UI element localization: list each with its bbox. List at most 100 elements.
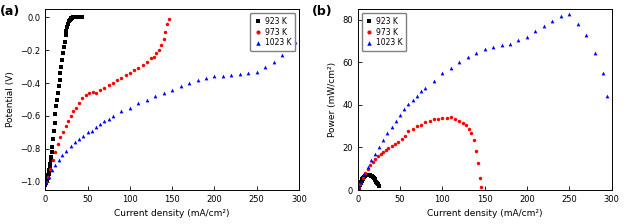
923 K [46, 162, 54, 165]
973 K [134, 67, 142, 70]
973 K [59, 131, 67, 134]
1023 K [532, 30, 539, 33]
1023 K [287, 47, 294, 50]
923 K [359, 177, 367, 179]
973 K [391, 143, 399, 145]
923 K [359, 178, 366, 181]
1023 K [357, 180, 365, 183]
1023 K [355, 187, 362, 189]
973 K [462, 123, 470, 126]
973 K [143, 60, 151, 63]
973 K [413, 125, 421, 127]
973 K [398, 138, 406, 140]
1023 K [67, 144, 74, 147]
973 K [474, 162, 482, 164]
973 K [377, 153, 384, 155]
923 K [367, 174, 374, 177]
923 K [371, 178, 378, 180]
923 K [356, 183, 364, 185]
1023 K [396, 114, 404, 117]
973 K [152, 52, 160, 55]
973 K [379, 150, 387, 153]
1023 K [52, 164, 59, 167]
1023 K [236, 73, 244, 75]
1023 K [506, 43, 514, 46]
973 K [105, 83, 112, 86]
973 K [442, 117, 450, 120]
1023 K [160, 92, 168, 94]
973 K [130, 69, 138, 71]
973 K [409, 128, 416, 130]
1023 K [291, 41, 299, 43]
1023 K [62, 149, 70, 152]
923 K [368, 175, 376, 178]
Line: 923 K: 923 K [356, 173, 381, 191]
973 K [362, 172, 369, 175]
973 K [96, 88, 104, 91]
973 K [79, 97, 86, 99]
973 K [101, 87, 108, 89]
1023 K [244, 72, 252, 75]
923 K [364, 174, 372, 176]
973 K [82, 93, 89, 96]
1023 K [439, 71, 446, 74]
Line: 1023 K: 1023 K [44, 40, 297, 184]
1023 K [202, 77, 210, 80]
973 K [163, 22, 171, 25]
1023 K [409, 99, 416, 101]
973 K [382, 149, 389, 151]
923 K [369, 176, 377, 178]
1023 K [456, 61, 463, 64]
973 K [148, 57, 155, 60]
923 K [357, 180, 365, 182]
973 K [155, 49, 162, 52]
973 K [369, 161, 377, 163]
973 K [359, 177, 366, 180]
923 K [375, 184, 382, 187]
1023 K [422, 86, 429, 89]
1023 K [253, 70, 261, 73]
973 K [160, 37, 168, 40]
973 K [470, 139, 478, 142]
1023 K [261, 65, 269, 68]
973 K [388, 144, 395, 147]
Line: 973 K: 973 K [357, 116, 483, 190]
1023 K [489, 45, 497, 48]
973 K [76, 101, 83, 104]
1023 K [118, 110, 125, 112]
1023 K [88, 129, 96, 132]
923 K [370, 177, 378, 179]
1023 K [379, 139, 387, 142]
Y-axis label: Potential (V): Potential (V) [6, 72, 14, 127]
973 K [456, 120, 463, 122]
973 K [476, 177, 483, 179]
X-axis label: Current density (mA/cm²): Current density (mA/cm²) [427, 209, 542, 218]
1023 K [464, 56, 471, 58]
923 K [355, 186, 362, 189]
973 K [162, 31, 169, 33]
923 K [356, 184, 364, 186]
Y-axis label: Power (mW/cm²): Power (mW/cm²) [328, 62, 337, 137]
973 K [92, 92, 100, 94]
923 K [77, 16, 84, 19]
973 K [451, 118, 459, 120]
1023 K [401, 108, 408, 111]
Legend: 923 K, 973 K, 1023 K: 923 K, 973 K, 1023 K [361, 13, 406, 51]
1023 K [418, 90, 425, 92]
1023 K [168, 88, 176, 91]
973 K [372, 157, 379, 160]
Legend: 923 K, 973 K, 1023 K: 923 K, 973 K, 1023 K [250, 13, 295, 51]
1023 K [574, 23, 581, 25]
1023 K [185, 82, 192, 84]
1023 K [599, 71, 607, 74]
973 K [434, 118, 442, 121]
1023 K [384, 132, 391, 135]
923 K [362, 174, 370, 177]
1023 K [515, 39, 522, 42]
1023 K [92, 126, 100, 129]
973 K [44, 176, 51, 178]
973 K [460, 122, 468, 125]
923 K [356, 185, 363, 187]
923 K [355, 185, 362, 188]
1023 K [71, 141, 79, 144]
